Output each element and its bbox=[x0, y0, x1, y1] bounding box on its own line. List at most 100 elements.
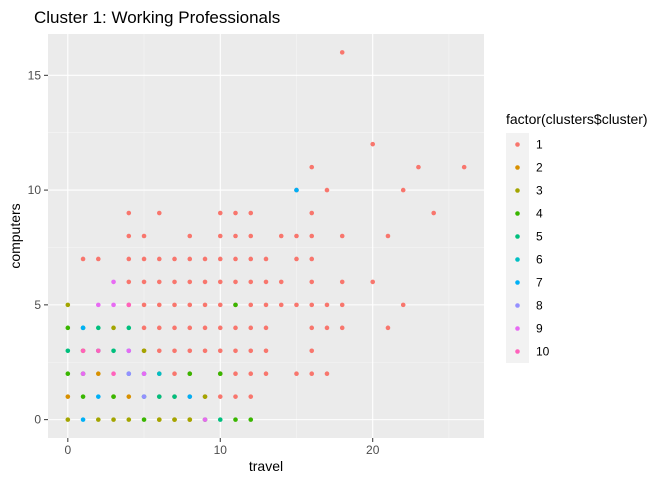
data-point-cluster-1 bbox=[141, 325, 147, 331]
data-point-cluster-1 bbox=[187, 325, 193, 331]
data-point-cluster-7 bbox=[96, 394, 101, 399]
data-point-cluster-1 bbox=[339, 50, 345, 55]
data-point-cluster-1 bbox=[294, 233, 299, 239]
data-point-cluster-1 bbox=[172, 325, 177, 331]
y-tick-label: 10 bbox=[28, 183, 42, 197]
data-point-cluster-1 bbox=[156, 325, 162, 331]
legend-swatch-10 bbox=[515, 349, 520, 354]
data-point-cluster-5 bbox=[156, 394, 162, 399]
data-point-cluster-1 bbox=[126, 233, 132, 239]
data-point-cluster-1 bbox=[324, 325, 330, 331]
data-point-cluster-1 bbox=[431, 210, 436, 216]
data-point-cluster-10 bbox=[80, 348, 86, 354]
legend-swatch-8 bbox=[515, 303, 520, 308]
data-point-cluster-8 bbox=[126, 371, 132, 377]
data-point-cluster-1 bbox=[172, 348, 177, 354]
data-point-cluster-1 bbox=[217, 302, 223, 308]
legend-label-3: 3 bbox=[536, 184, 543, 198]
data-point-cluster-1 bbox=[217, 325, 223, 331]
data-point-cluster-4 bbox=[111, 394, 116, 399]
data-point-cluster-4 bbox=[80, 394, 86, 399]
data-point-cluster-1 bbox=[248, 325, 254, 331]
data-point-cluster-1 bbox=[248, 210, 254, 216]
legend-label-9: 9 bbox=[536, 322, 543, 336]
data-point-cluster-1 bbox=[324, 371, 330, 377]
data-point-cluster-1 bbox=[202, 302, 208, 308]
data-point-cluster-1 bbox=[370, 279, 376, 285]
data-point-cluster-1 bbox=[309, 256, 315, 262]
data-point-cluster-1 bbox=[172, 256, 177, 262]
data-point-cluster-1 bbox=[187, 233, 193, 239]
data-point-cluster-2 bbox=[126, 394, 132, 399]
data-point-cluster-5 bbox=[126, 325, 132, 331]
legend-label-4: 4 bbox=[536, 207, 543, 221]
data-point-cluster-1 bbox=[263, 302, 269, 308]
data-point-cluster-4 bbox=[65, 371, 71, 377]
data-point-cluster-1 bbox=[156, 256, 162, 262]
data-point-cluster-1 bbox=[400, 302, 406, 308]
data-point-cluster-3 bbox=[111, 325, 116, 331]
data-point-cluster-1 bbox=[278, 302, 284, 308]
data-point-cluster-1 bbox=[156, 348, 162, 354]
data-point-cluster-9 bbox=[111, 302, 116, 308]
data-point-cluster-1 bbox=[233, 371, 238, 377]
data-point-cluster-1 bbox=[339, 233, 345, 239]
data-point-cluster-1 bbox=[233, 325, 238, 331]
legend-label-2: 2 bbox=[536, 161, 543, 175]
data-point-cluster-5 bbox=[172, 394, 177, 399]
data-point-cluster-1 bbox=[217, 348, 223, 354]
data-point-cluster-1 bbox=[309, 210, 315, 216]
data-point-cluster-10 bbox=[96, 348, 101, 354]
data-point-cluster-3 bbox=[96, 417, 101, 422]
data-point-cluster-3 bbox=[65, 302, 71, 308]
data-point-cluster-1 bbox=[324, 187, 330, 193]
data-point-cluster-1 bbox=[172, 302, 177, 308]
x-axis-label: travel bbox=[249, 458, 283, 474]
data-point-cluster-1 bbox=[263, 348, 269, 354]
legend-swatch-1 bbox=[515, 142, 520, 147]
data-point-cluster-1 bbox=[126, 256, 132, 262]
data-point-cluster-1 bbox=[233, 233, 238, 239]
data-point-cluster-3 bbox=[141, 348, 147, 354]
data-point-cluster-5 bbox=[217, 417, 223, 422]
data-point-cluster-4 bbox=[248, 417, 254, 422]
legend-swatch-9 bbox=[515, 326, 520, 331]
data-point-cluster-1 bbox=[141, 279, 147, 285]
data-point-cluster-1 bbox=[248, 233, 254, 239]
legend-label-5: 5 bbox=[536, 230, 543, 244]
data-point-cluster-1 bbox=[278, 233, 284, 239]
data-point-cluster-1 bbox=[339, 279, 345, 285]
data-point-cluster-1 bbox=[370, 141, 376, 147]
legend-title: factor(clusters$cluster) bbox=[506, 111, 648, 127]
data-point-cluster-9 bbox=[80, 371, 86, 377]
data-point-cluster-3 bbox=[172, 417, 177, 422]
data-point-cluster-7 bbox=[80, 417, 86, 422]
data-point-cluster-3 bbox=[156, 417, 162, 422]
data-point-cluster-1 bbox=[263, 371, 269, 377]
y-axis-label: computers bbox=[7, 203, 23, 268]
data-point-cluster-1 bbox=[400, 187, 406, 193]
data-point-cluster-1 bbox=[248, 256, 254, 262]
data-point-cluster-1 bbox=[217, 210, 223, 216]
data-point-cluster-1 bbox=[309, 348, 315, 354]
axis-ticks: 0 10 20 0 5 10 15 bbox=[28, 68, 380, 457]
data-point-cluster-1 bbox=[339, 325, 345, 331]
data-point-cluster-7 bbox=[294, 187, 299, 193]
data-point-cluster-7 bbox=[80, 325, 86, 331]
data-point-cluster-1 bbox=[294, 256, 299, 262]
data-point-cluster-9 bbox=[202, 417, 208, 422]
data-point-cluster-1 bbox=[263, 279, 269, 285]
data-point-cluster-9 bbox=[96, 302, 101, 308]
data-point-cluster-1 bbox=[141, 302, 147, 308]
data-point-cluster-1 bbox=[217, 256, 223, 262]
data-point-cluster-1 bbox=[172, 279, 177, 285]
data-point-cluster-1 bbox=[309, 279, 315, 285]
data-point-cluster-1 bbox=[202, 325, 208, 331]
data-point-cluster-1 bbox=[461, 164, 467, 170]
data-point-cluster-1 bbox=[233, 348, 238, 354]
data-point-cluster-1 bbox=[416, 164, 421, 170]
data-point-cluster-1 bbox=[309, 164, 315, 170]
data-point-cluster-1 bbox=[96, 256, 101, 262]
legend-swatch-3 bbox=[515, 188, 520, 193]
legend: factor(clusters$cluster) 1 2 3 4 5 6 7 8 9 10 bbox=[506, 111, 648, 363]
